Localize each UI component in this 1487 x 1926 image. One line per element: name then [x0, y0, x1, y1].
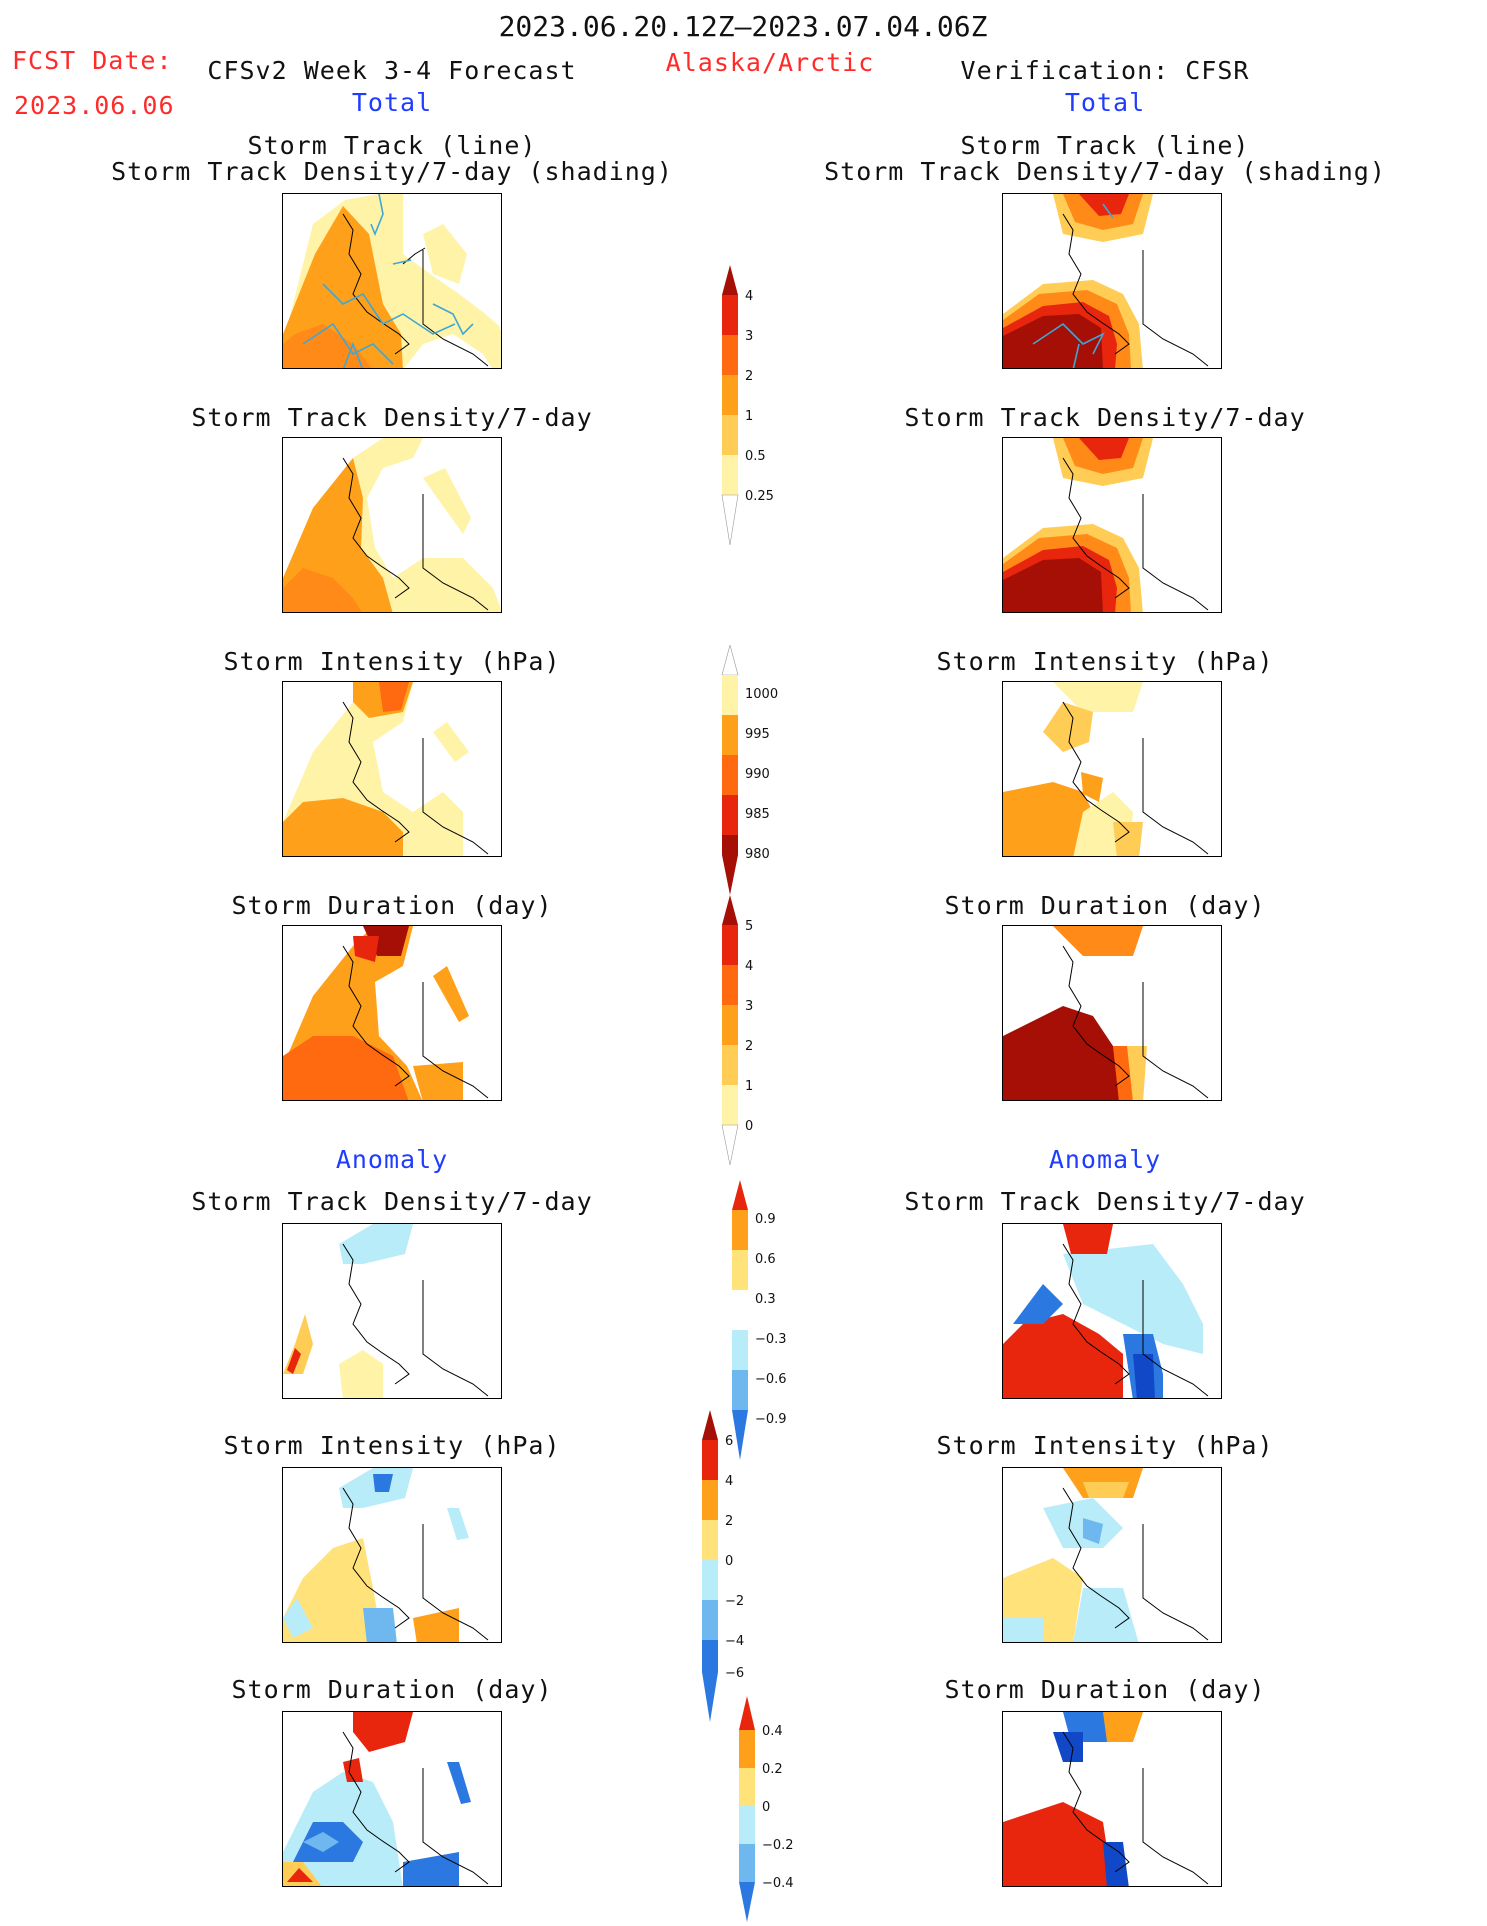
region-title: Alaska/Arctic: [665, 48, 875, 77]
colorbar-duration-tick: 2: [745, 1039, 754, 1054]
colorbar-density-tick: 0.5: [745, 449, 766, 464]
colorbar-density-anomaly-tick: 0.3: [755, 1292, 776, 1307]
panel-title-duration-anom-left: Storm Duration (day): [231, 1675, 553, 1704]
colorbar-intensity-anomaly: 6 4 2 0 −2 −4 −6: [700, 1410, 780, 1722]
colorbar-density-anomaly-tick: −0.9: [755, 1412, 787, 1427]
colorbar-density-anomaly-tick: −0.3: [755, 1332, 787, 1347]
fcst-date-value: 2023.06.06: [14, 91, 175, 120]
colorbar-duration-tick: 0: [745, 1119, 754, 1134]
colorbar-density-tick: 0.25: [745, 489, 774, 504]
map-intensity-anomaly-forecast: [282, 1467, 502, 1643]
colorbar-intensity-anomaly-tick: −2: [725, 1594, 745, 1609]
map-density-anomaly-forecast: [282, 1223, 502, 1399]
panel-title-track-shading-right: Storm Track Density/7-day (shading): [824, 157, 1386, 186]
panel-title-duration-left: Storm Duration (day): [231, 891, 553, 920]
panel-title-track-line-right: Storm Track (line): [960, 131, 1250, 160]
panel-title-density-anom-right: Storm Track Density/7-day: [904, 1187, 1306, 1216]
colorbar-density-tick: 1: [745, 409, 754, 424]
colorbar-intensity: 1000 995 990 985 980: [720, 643, 800, 895]
panel-title-density-right: Storm Track Density/7-day: [904, 403, 1306, 432]
colorbar-duration-anomaly-tick: 0.2: [762, 1762, 783, 1777]
colorbar-density: 4 3 2 1 0.5 0.25: [720, 265, 800, 546]
panel-title-intensity-anom-left: Storm Intensity (hPa): [223, 1431, 561, 1460]
map-density-forecast: [282, 437, 502, 613]
map-intensity-anomaly-verification: [1002, 1467, 1222, 1643]
panel-title-intensity-left: Storm Intensity (hPa): [223, 647, 561, 676]
colorbar-intensity-anomaly-tick: 0: [725, 1554, 734, 1569]
colorbar-density-tick: 4: [745, 289, 754, 304]
colorbar-duration-anomaly-tick: −0.2: [762, 1838, 794, 1853]
colorbar-intensity-anomaly-tick: 2: [725, 1514, 734, 1529]
colorbar-density-tick: 3: [745, 329, 754, 344]
colorbar-duration-anomaly-tick: 0: [762, 1800, 771, 1815]
forecast-title: CFSv2 Week 3-4 Forecast: [207, 56, 577, 85]
colorbar-intensity-tick: 995: [745, 727, 770, 742]
panel-title-density-left: Storm Track Density/7-day: [191, 403, 593, 432]
colorbar-intensity-anomaly-tick: −6: [725, 1666, 745, 1681]
panel-title-intensity-right: Storm Intensity (hPa): [936, 647, 1274, 676]
map-duration-forecast: [282, 925, 502, 1101]
colorbar-intensity-tick: 985: [745, 807, 770, 822]
colorbar-duration-anomaly-tick: −0.4: [762, 1876, 794, 1891]
fcst-date-label: FCST Date:: [12, 46, 173, 75]
map-density-anomaly-verification: [1002, 1223, 1222, 1399]
panel-title-duration-anom-right: Storm Duration (day): [944, 1675, 1266, 1704]
colorbar-duration: 5 4 3 2 1 0: [720, 895, 800, 1166]
colorbar-intensity-tick: 1000: [745, 687, 779, 702]
map-duration-verification: [1002, 925, 1222, 1101]
total-label-verification: Total: [1064, 88, 1146, 117]
map-intensity-verification: [1002, 681, 1222, 857]
total-label-forecast: Total: [351, 88, 433, 117]
map-duration-anomaly-verification: [1002, 1711, 1222, 1887]
anomaly-label-verification: Anomaly: [1048, 1145, 1162, 1174]
anomaly-label-forecast: Anomaly: [335, 1145, 449, 1174]
colorbar-duration-tick: 1: [745, 1079, 754, 1094]
colorbar-duration-anomaly-tick: 0.4: [762, 1724, 783, 1739]
colorbar-duration-anomaly: 0.4 0.2 0 −0.2 −0.4: [737, 1696, 817, 1922]
verification-title: Verification: CFSR: [960, 56, 1250, 85]
panel-title-duration-right: Storm Duration (day): [944, 891, 1266, 920]
colorbar-duration-tick: 4: [745, 959, 754, 974]
colorbar-duration-tick: 5: [745, 919, 754, 934]
colorbar-intensity-anomaly-tick: −4: [725, 1634, 745, 1649]
panel-title-density-anom-left: Storm Track Density/7-day: [191, 1187, 593, 1216]
colorbar-intensity-tick: 990: [745, 767, 770, 782]
panel-title-track-line-left: Storm Track (line): [247, 131, 537, 160]
colorbar-density-anomaly-tick: −0.6: [755, 1372, 787, 1387]
colorbar-intensity-tick: 980: [745, 847, 770, 862]
colorbar-duration-tick: 3: [745, 999, 754, 1014]
map-density-verification: [1002, 437, 1222, 613]
map-track-verification: [1002, 193, 1222, 369]
colorbar-density-tick: 2: [745, 369, 754, 384]
period-title: 2023.06.20.12Z–2023.07.04.06Z: [498, 10, 988, 43]
colorbar-intensity-anomaly-tick: 4: [725, 1474, 734, 1489]
panel-title-intensity-anom-right: Storm Intensity (hPa): [936, 1431, 1274, 1460]
colorbar-intensity-anomaly-tick: 6: [725, 1434, 734, 1449]
map-intensity-forecast: [282, 681, 502, 857]
colorbar-density-anomaly-tick: 0.6: [755, 1252, 776, 1267]
colorbar-density-anomaly: 0.9 0.6 0.3 −0.3 −0.6 −0.9: [730, 1180, 810, 1460]
map-duration-anomaly-forecast: [282, 1711, 502, 1887]
panel-title-track-shading-left: Storm Track Density/7-day (shading): [111, 157, 673, 186]
map-track-forecast: [282, 193, 502, 369]
colorbar-density-anomaly-tick: 0.9: [755, 1212, 776, 1227]
